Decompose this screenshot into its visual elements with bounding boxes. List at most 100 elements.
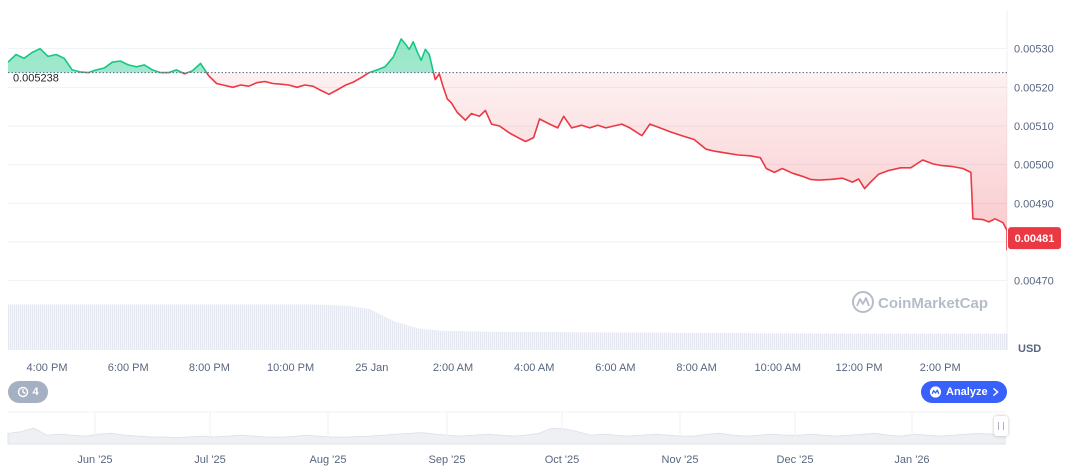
volume-bar: [652, 332, 654, 350]
volume-bar: [512, 331, 514, 350]
volume-bar: [748, 333, 750, 350]
volume-bar: [816, 333, 818, 350]
volume-bar: [22, 304, 24, 350]
volume-bar: [796, 333, 798, 350]
volume-bar: [184, 304, 186, 350]
volume-bar: [920, 333, 922, 350]
volume-bar: [456, 331, 458, 350]
volume-bar: [486, 331, 488, 350]
volume-bar: [692, 332, 694, 350]
volume-bar: [244, 304, 246, 350]
volume-bar: [266, 304, 268, 350]
volume-bar: [226, 304, 228, 350]
volume-bar: [912, 333, 914, 350]
volume-bar: [532, 332, 534, 350]
volume-bar: [394, 321, 396, 350]
volume-bar: [118, 304, 120, 350]
volume-bar: [408, 325, 410, 350]
volume-bar: [810, 333, 812, 350]
baseline: 0.005238: [8, 72, 1007, 85]
cmc-logo-icon: [929, 386, 942, 398]
volume-bar: [390, 319, 392, 350]
volume-bar: [212, 304, 214, 350]
volume-bar: [26, 304, 28, 350]
volume-bar: [706, 332, 708, 350]
baseline-label: 0.005238: [13, 73, 59, 85]
volume-bar: [964, 333, 966, 350]
volume-bar: [288, 304, 290, 350]
volume-bar: [280, 304, 282, 350]
volume-bar: [736, 333, 738, 350]
volume-bar: [932, 333, 934, 350]
volume-bar: [902, 333, 904, 350]
volume-bar: [640, 332, 642, 350]
volume-bar: [876, 333, 878, 350]
volume-bar: [856, 333, 858, 350]
volume-bar: [820, 333, 822, 350]
volume-bar: [678, 332, 680, 350]
volume-bar: [472, 331, 474, 350]
volume-bar: [374, 311, 376, 350]
volume-bar: [852, 333, 854, 350]
volume-bar: [110, 304, 112, 350]
volume-bar: [556, 332, 558, 350]
volume-bar: [176, 304, 178, 350]
volume-bar: [468, 331, 470, 350]
navigator-handle[interactable]: [994, 416, 1008, 436]
volume-bar: [180, 304, 182, 350]
x-tick-label: 8:00 PM: [189, 362, 230, 374]
volume-bar: [432, 329, 434, 350]
volume-bar: [422, 328, 424, 350]
volume-bar: [116, 304, 118, 350]
watermark-text: CoinMarketCap: [878, 295, 988, 312]
volume-bar: [628, 332, 630, 350]
volume-bar: [466, 331, 468, 350]
volume-bar: [10, 304, 12, 350]
volume-bar: [442, 330, 444, 350]
volume-bar: [494, 331, 496, 350]
volume-bar: [936, 333, 938, 350]
volume-bar: [1006, 333, 1008, 350]
volume-bar: [232, 304, 234, 350]
volume-bar: [704, 332, 706, 350]
analyze-button[interactable]: Analyze: [921, 381, 1007, 403]
volume-bar: [92, 304, 94, 350]
price-line-down: [79, 72, 1007, 251]
volume-bar: [608, 332, 610, 350]
volume-bar: [922, 333, 924, 350]
range-navigator[interactable]: Jun '25 Jul '25 Aug '25 Sep '25 Oct '25 Nov '…: [7, 411, 1006, 466]
current-price-badge: 0.00481: [1008, 227, 1061, 250]
volume-bar: [722, 333, 724, 350]
volume-bar: [582, 332, 584, 350]
volume-bar: [344, 305, 346, 350]
volume-bar: [690, 332, 692, 350]
volume-bar: [96, 304, 98, 350]
volume-bar: [956, 333, 958, 350]
volume-bar: [798, 333, 800, 350]
volume-bar: [364, 308, 366, 350]
volume-bar: [724, 333, 726, 350]
volume-bar: [770, 333, 772, 350]
volume-bar: [418, 328, 420, 350]
volume-bar: [178, 304, 180, 350]
volume-bar: [954, 333, 956, 350]
volume-bar: [970, 333, 972, 350]
volume-bar: [160, 304, 162, 350]
volume-bar: [322, 304, 324, 350]
volume-bar: [814, 333, 816, 350]
volume-bar: [198, 304, 200, 350]
volume-bar: [220, 304, 222, 350]
volume-bar: [894, 333, 896, 350]
volume-bar: [604, 332, 606, 350]
volume-bar: [502, 331, 504, 350]
volume-bar: [826, 333, 828, 350]
volume-bar: [960, 333, 962, 350]
volume-bar: [958, 333, 960, 350]
volume-bar: [994, 333, 996, 350]
volume-bar: [444, 330, 446, 350]
volume-bar: [40, 304, 42, 350]
volume-bar: [64, 304, 66, 350]
volume-bar: [366, 308, 368, 350]
events-button[interactable]: 4: [8, 381, 48, 403]
